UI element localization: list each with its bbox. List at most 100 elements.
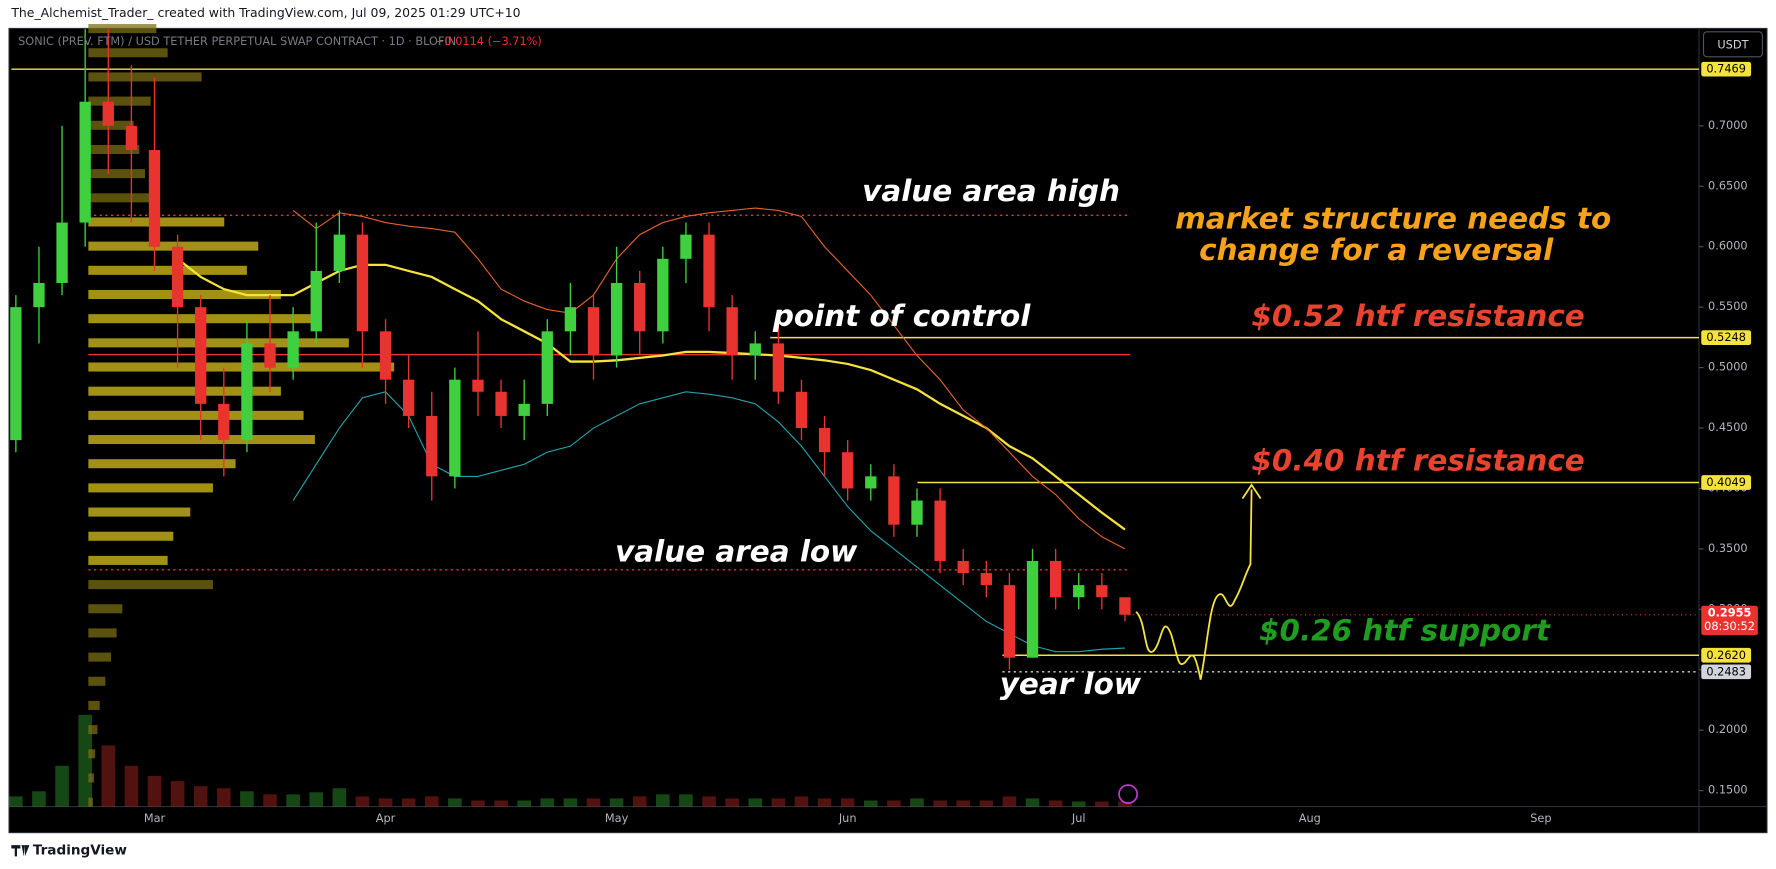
candle-body [426,415,438,477]
volume-bar [147,775,162,807]
volume-bar [887,800,901,807]
projection-arrow [1241,483,1262,499]
y-tick-label: 0.6000 [1708,239,1748,253]
candle-body [333,234,346,271]
volume-bar [286,794,300,807]
candle-body [749,343,761,356]
volume-bar [563,798,578,807]
indicator-line [292,207,1126,550]
volume-bar [632,796,647,807]
volume-bar [78,714,92,807]
candle-body [865,476,877,489]
candle-body [934,500,946,561]
y-tick-label: 0.2000 [1708,722,1748,736]
annotation: $0.26 htf support [1259,614,1551,648]
currency-button[interactable] [1702,31,1763,58]
volume-profile-row [88,676,106,686]
candle-body [726,307,738,356]
y-tick-label: 0.5000 [1708,360,1748,374]
volume-bar [517,800,531,807]
candle-body [171,246,184,308]
volume-profile-row [88,144,140,154]
volume-bar [32,791,46,807]
y-tick-label: 0.7000 [1708,118,1748,132]
volume-bar [494,800,508,807]
volume-profile-row [88,169,145,179]
candle-body [1003,585,1016,658]
candle-body [957,560,969,574]
volume-profile-row [88,604,123,614]
volume-bar [794,796,809,807]
volume-bar [378,798,393,807]
currency[interactable]: USDT [1717,37,1748,51]
volume-bar [956,800,971,807]
volume-profile-row [88,507,191,517]
volume-bar [748,798,763,807]
volume-bar [1095,801,1109,807]
alert-icon[interactable] [1118,784,1139,805]
volume-bar [725,798,739,807]
candle-body [518,403,530,416]
volume-bar [240,791,254,807]
volume-bar [309,792,324,807]
candle-body [10,307,22,441]
level-label-box [1701,664,1752,680]
indicator-line [176,257,1126,531]
candle-body [911,500,923,525]
volume-profile-row [88,531,174,541]
candle-body [356,234,369,332]
volume-bar [1002,796,1017,807]
volume-bar [771,798,786,807]
y-tick-label: 0.1500 [1708,783,1748,797]
volume-profile-row [88,725,98,735]
candle-body [541,331,553,404]
volume-profile-row [88,338,349,348]
candle-body [1049,560,1062,598]
y-tick-label: 0.5500 [1708,299,1748,313]
volume-bar [424,796,439,807]
volume-bar [1048,800,1063,807]
volume-bar [471,800,485,807]
volume-bar [448,798,462,807]
level-label-box [1701,330,1752,345]
volume-profile-row [88,435,315,445]
volume-profile-row [88,265,247,275]
volume-profile-row [88,555,168,565]
candle-body [1119,597,1131,615]
volume-profile-row [88,386,281,396]
volume-bar [193,786,208,807]
y-tick-label: 0.6500 [1708,178,1748,192]
x-tick-label: May [605,811,629,825]
y-tick-label: 0.3500 [1708,541,1748,555]
x-tick-label: Aug [1299,811,1321,825]
candle-body [1096,585,1108,598]
candle-body [634,282,646,332]
volume-bar [332,788,347,807]
volume-bar [540,798,555,807]
volume-bar [1025,798,1040,807]
volume-bar [9,796,23,807]
annotation: value area high [862,174,1120,208]
level-label: 0.2483 [1706,664,1746,678]
annotation: point of control [772,299,1031,333]
volume-bar [702,796,716,807]
candle-body [449,379,461,477]
candle-body [218,403,230,441]
volume-profile-row [88,700,100,710]
candle-body [1026,560,1039,658]
candle-body [379,331,392,380]
volume-bar [55,765,69,807]
volume-profile-row [88,459,236,469]
candle-body [56,222,68,283]
volume-bar [101,745,116,807]
candle-body [795,391,808,429]
projection-path [1135,489,1253,680]
volume-bar [910,798,924,807]
candle-body [264,343,276,368]
logo [11,845,30,857]
plot [9,24,1704,807]
volume-profile-row [88,289,281,300]
annotation: value area low [615,534,858,568]
footer: TradingView [11,843,127,859]
volume-profile-row [88,483,213,493]
